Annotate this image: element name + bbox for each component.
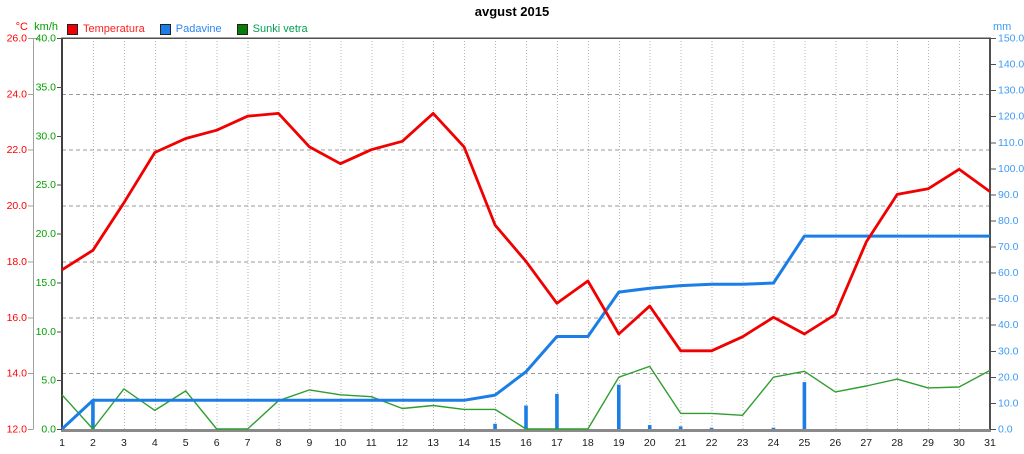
- x-axis-day-label: 3: [121, 437, 127, 449]
- y-axis-tick-label-temperature: 12.0: [7, 424, 28, 436]
- y-axis-tick-label-wind: 35.0: [36, 81, 57, 93]
- x-axis-day-label: 30: [953, 437, 965, 449]
- x-axis-day-label: 26: [829, 437, 841, 449]
- precipitation-bar: [771, 427, 776, 429]
- x-axis-day-label: 7: [245, 437, 251, 449]
- y-axis-tick-label-precipitation: 40.0: [998, 319, 1019, 331]
- x-axis-day-label: 14: [458, 437, 470, 449]
- precipitation-axis: 150.0 140.0 130.0 120.0 110.0 100.0 90.0 80.0 70…: [990, 33, 1024, 436]
- legend-label-wind: Sunki vetra: [252, 23, 308, 35]
- x-axis-day-label: 13: [427, 437, 439, 449]
- x-axis-day-label: 25: [799, 437, 811, 449]
- x-axis-day-label: 10: [335, 437, 347, 449]
- x-axis-day-label: 4: [152, 437, 158, 449]
- legend-label-temperature: Temperatura: [83, 23, 145, 35]
- precipitation-bar: [555, 393, 559, 429]
- precipitation-bar: [647, 425, 652, 429]
- wind-axis: 40.0 35.0 30.0 25.0 20.0 15.0 10.0 5.0 0.0: [36, 33, 62, 436]
- precipitation-bar: [493, 423, 497, 429]
- y-axis-tick-label-precipitation: 130.0: [998, 85, 1024, 97]
- x-axis-day-label: 5: [183, 437, 189, 449]
- y-axis-tick-label-wind: 20.0: [36, 228, 57, 240]
- x-axis-day-label: 17: [551, 437, 563, 449]
- y-axis-tick-label-wind: 10.0: [36, 326, 57, 338]
- x-axis-day-label: 9: [307, 437, 313, 449]
- x-axis-day-label: 24: [768, 437, 780, 449]
- precipitation-swatch-icon: [159, 23, 171, 35]
- y-axis-tick-label-precipitation: 50.0: [998, 293, 1019, 305]
- x-axis-day-label: 20: [644, 437, 656, 449]
- y-axis-tick-label-temperature: 22.0: [7, 144, 28, 156]
- legend-label-precipitation: Padavine: [175, 23, 222, 35]
- x-axis-day-label: 12: [396, 437, 408, 449]
- legend-item-temperature: Temperatura: [67, 23, 145, 35]
- y-axis-tick-label-precipitation: 80.0: [998, 215, 1019, 227]
- temperature-swatch-icon: [67, 23, 78, 35]
- x-axis-day-label: 2: [90, 437, 96, 449]
- x-axis-day-label: 21: [675, 437, 687, 449]
- y-axis-tick-label-precipitation: 120.0: [998, 111, 1024, 123]
- y-axis-tick-label-wind: 30.0: [36, 130, 57, 142]
- precipitation-bar: [802, 382, 807, 429]
- x-axis-day-label: 1: [59, 437, 65, 449]
- y-axis-tick-label-precipitation: 140.0: [998, 59, 1024, 71]
- y-axis-tick-label-wind: 5.0: [41, 375, 56, 387]
- y-axis-tick-label-temperature: 26.0: [7, 33, 28, 45]
- vertical-gridlines: [92, 38, 961, 429]
- y-axis-tick-label-wind: 0.0: [41, 424, 56, 436]
- y-axis-tick-label-precipitation: 150.0: [998, 33, 1024, 45]
- x-axis-day-label: 16: [520, 437, 532, 449]
- x-axis-day-label: 6: [214, 437, 220, 449]
- precipitation-axis-unit: mm: [993, 21, 1012, 33]
- x-axis-day-label: 18: [582, 437, 594, 449]
- precipitation-bar: [524, 405, 528, 429]
- x-axis-day-label: 22: [706, 437, 718, 449]
- x-axis-day-label: 19: [613, 437, 625, 449]
- temperature-line: [61, 112, 991, 353]
- legend-item-precipitation: Padavine: [159, 23, 222, 35]
- wind-axis-unit: km/h: [34, 21, 58, 33]
- y-axis-tick-label-precipitation: 30.0: [998, 345, 1019, 357]
- precipitation-bar: [678, 426, 683, 429]
- legend-item-wind: Sunki vetra: [236, 23, 308, 35]
- legend: Temperatura Padavine Sunki vetra: [67, 23, 323, 35]
- x-axis-day-label: 15: [489, 437, 501, 449]
- y-axis-tick-label-temperature: 20.0: [7, 200, 28, 212]
- y-axis-tick-label-precipitation: 90.0: [998, 189, 1019, 201]
- x-axis-labels: 1 2 3 4 5 6 7 8 9 10 11 12 13 14 15 16 17 18 19 20 21 22 23 24 2…: [59, 437, 996, 449]
- precipitation-bar: [91, 400, 95, 429]
- temperature-axis: 26.0 24.0 22.0 20.0 18.0 16.0 14.0 12.0: [7, 33, 39, 436]
- y-axis-tick-label-temperature: 24.0: [7, 88, 28, 100]
- precipitation-bar: [709, 427, 714, 429]
- precipitation-cumulative-line: [60, 234, 990, 431]
- chart-title: avgust 2015: [474, 4, 550, 19]
- precipitation-bars: [91, 382, 807, 429]
- y-axis-tick-label-wind: 25.0: [36, 179, 57, 191]
- y-axis-tick-label-temperature: 16.0: [7, 312, 28, 324]
- x-axis-day-label: 27: [860, 437, 872, 449]
- y-axis-tick-label-precipitation: 100.0: [998, 163, 1024, 175]
- y-axis-tick-label-wind: 15.0: [36, 277, 57, 289]
- y-axis-tick-label-precipitation: 110.0: [998, 137, 1024, 149]
- y-axis-tick-label-precipitation: 0.0: [998, 424, 1013, 436]
- x-axis-day-label: 23: [737, 437, 749, 449]
- x-axis-day-label: 28: [891, 437, 903, 449]
- wind-gusts-line: [61, 365, 991, 430]
- precipitation-bar: [617, 384, 621, 429]
- wind-swatch-icon: [236, 23, 248, 35]
- y-axis-tick-label-wind: 40.0: [36, 33, 57, 45]
- y-axis-tick-label-precipitation: 20.0: [998, 371, 1019, 383]
- x-axis-day-label: 29: [922, 437, 934, 449]
- y-axis-tick-label-precipitation: 60.0: [998, 267, 1019, 279]
- y-axis-tick-label-precipitation: 70.0: [998, 241, 1019, 253]
- y-axis-tick-label-temperature: 14.0: [7, 368, 28, 380]
- temperature-axis-unit: °C: [15, 21, 28, 33]
- x-axis-day-label: 31: [984, 437, 996, 449]
- y-axis-tick-label-precipitation: 10.0: [998, 397, 1019, 409]
- y-axis-tick-label-temperature: 18.0: [7, 256, 28, 268]
- x-axis-day-label: 8: [276, 437, 282, 449]
- x-axis-day-label: 11: [366, 437, 377, 449]
